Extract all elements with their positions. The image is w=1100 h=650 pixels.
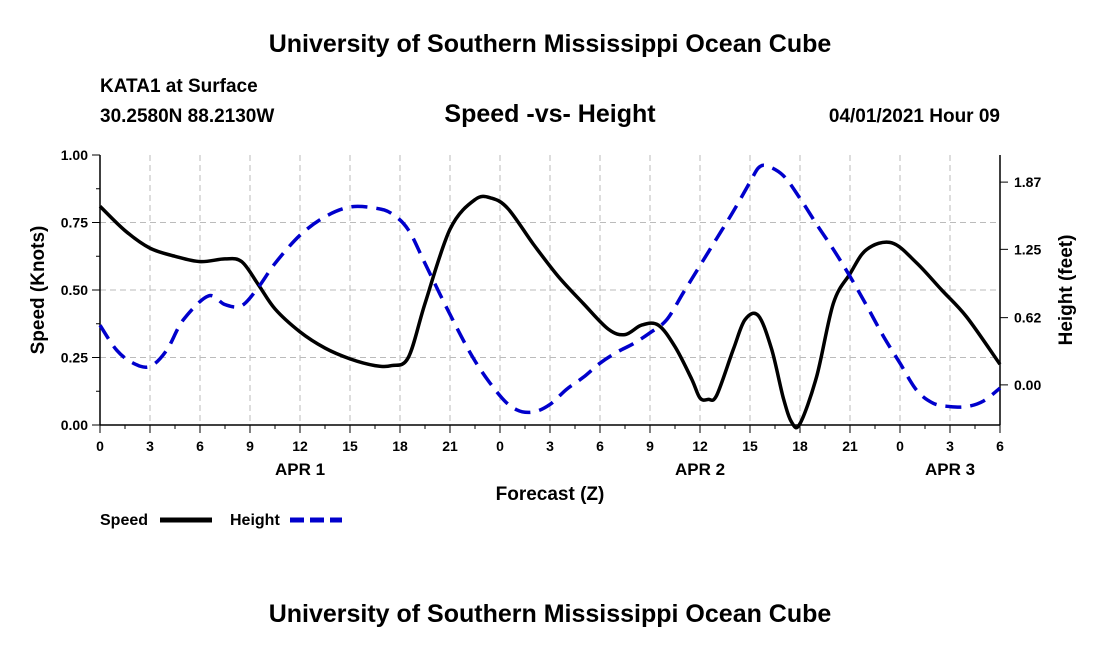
x-tick-label: 3	[946, 438, 954, 454]
x-tick-label: 21	[442, 438, 458, 454]
x-tick-label: 6	[996, 438, 1004, 454]
legend-label-speed: Speed	[100, 512, 148, 529]
x-tick-label: 15	[742, 438, 758, 454]
x-tick-label: 18	[392, 438, 408, 454]
forecast-datetime: 04/01/2021 Hour 09	[828, 106, 1000, 127]
x-tick-label: 3	[546, 438, 554, 454]
y-axis-title-right: Height (feet)	[1056, 235, 1077, 346]
y-tick-label-left: 1.00	[61, 147, 88, 163]
page-title: University of Southern Mississippi Ocean…	[268, 30, 832, 58]
x-tick-label: 9	[646, 438, 654, 454]
x-tick-label: 12	[292, 438, 308, 454]
y-tick-label-right: 1.87	[1014, 174, 1041, 190]
x-tick-label: 6	[596, 438, 604, 454]
x-tick-label: 9	[246, 438, 254, 454]
x-tick-label: 3	[146, 438, 154, 454]
station-label: KATA1 at Surface	[100, 76, 258, 97]
series-line-height	[98, 163, 1002, 415]
station-coordinates: 30.2580N 88.2130W	[100, 106, 275, 127]
y-tick-label-left: 0.75	[61, 215, 88, 231]
date-label: APR 3	[925, 460, 975, 479]
x-tick-label: 6	[196, 438, 204, 454]
x-axis-title: Forecast (Z)	[496, 484, 605, 505]
x-tick-label: 21	[842, 438, 858, 454]
x-tick-label: 18	[792, 438, 808, 454]
x-tick-label: 15	[342, 438, 358, 454]
series-line-speed	[98, 194, 1002, 430]
x-tick-label: 0	[896, 438, 904, 454]
date-label: APR 1	[275, 460, 325, 479]
y-tick-label-left: 0.00	[61, 417, 88, 433]
legend-label-height: Height	[230, 512, 280, 529]
y-tick-label-right: 1.25	[1014, 241, 1041, 257]
y-tick-label-right: 0.62	[1014, 310, 1041, 326]
chart-title: Speed -vs- Height	[444, 100, 656, 128]
y-tick-label-left: 0.50	[61, 282, 88, 298]
x-tick-label: 0	[96, 438, 104, 454]
y-tick-label-left: 0.25	[61, 350, 88, 366]
y-axis-title-left: Speed (Knots)	[28, 226, 49, 355]
x-tick-label: 12	[692, 438, 708, 454]
footer-title: University of Southern Mississippi Ocean…	[268, 600, 832, 628]
speed-height-chart: 0 3 6 9 12 15 18 21 0 3 6 9 12 15 18 21 0 3 6 0.00 0.25 0.50 0…	[28, 147, 1077, 529]
y-tick-label-right: 0.00	[1014, 377, 1041, 393]
date-label: APR 2	[675, 460, 725, 479]
x-tick-label: 0	[496, 438, 504, 454]
